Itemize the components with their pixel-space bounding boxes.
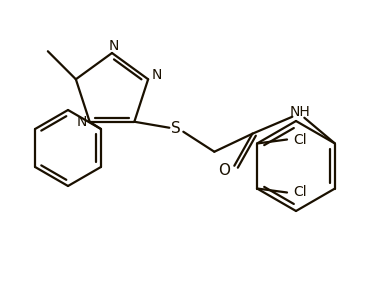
Text: N: N bbox=[152, 68, 163, 82]
Text: S: S bbox=[171, 121, 181, 136]
Text: Cl: Cl bbox=[293, 186, 307, 200]
Text: Cl: Cl bbox=[293, 132, 307, 146]
Text: NH: NH bbox=[290, 105, 311, 119]
Text: N: N bbox=[109, 39, 119, 53]
Text: O: O bbox=[218, 163, 230, 178]
Text: N: N bbox=[76, 115, 87, 129]
